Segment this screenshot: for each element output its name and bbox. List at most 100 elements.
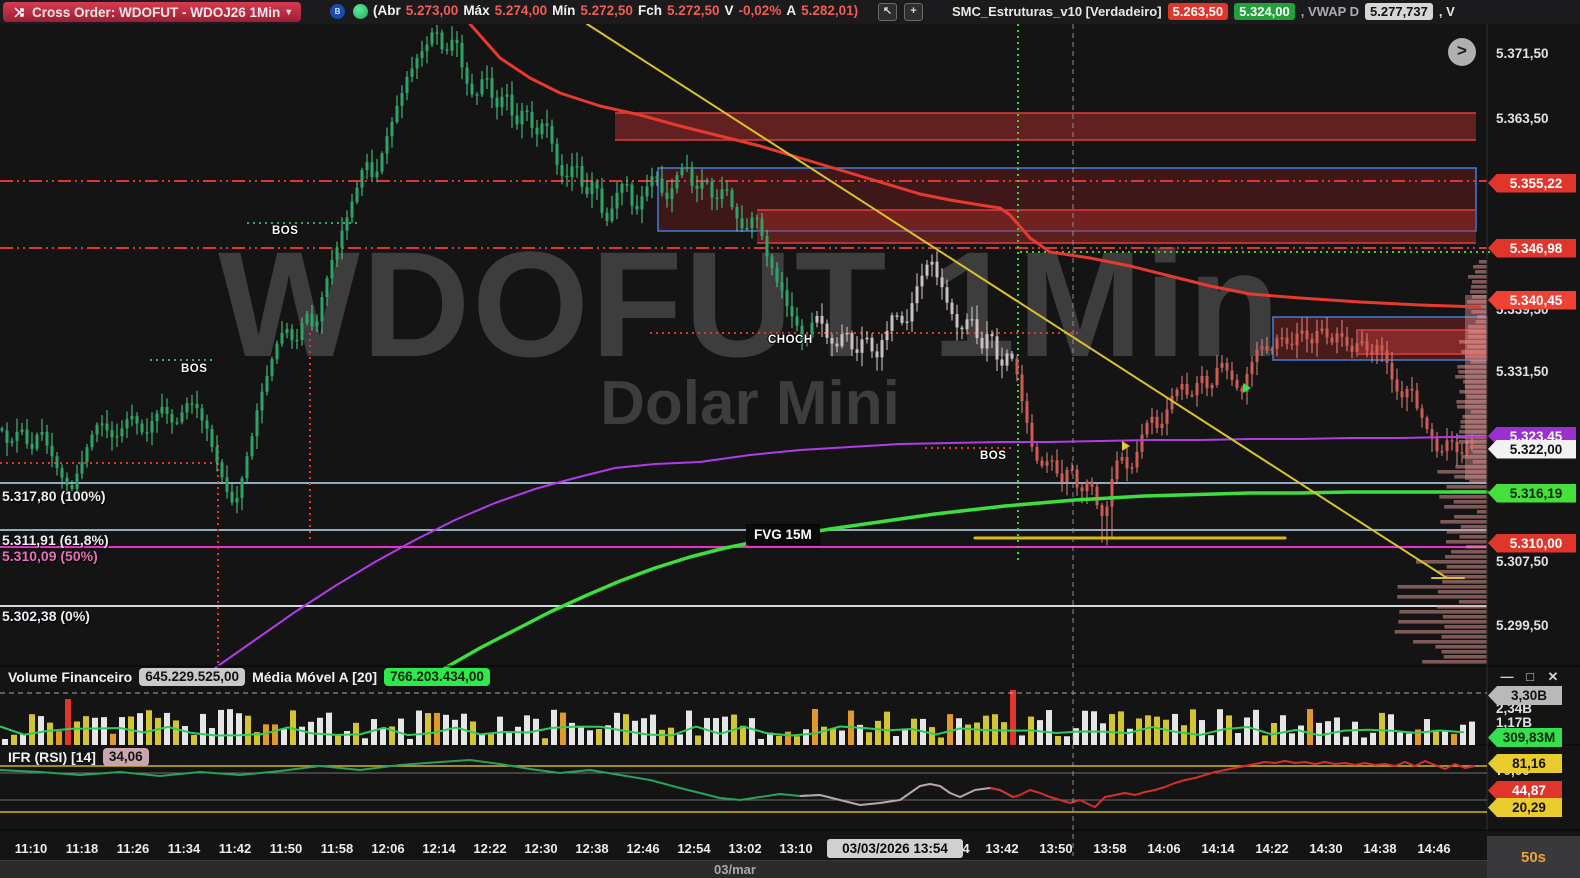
scroll-to-recent-button[interactable]: > (1448, 38, 1476, 66)
indicator-high-badge: 5.324,00 (1234, 3, 1295, 20)
fib-level-label: 5.310,09 (50%) (2, 548, 98, 564)
ohlc-key: (Abr (373, 3, 401, 18)
trailing-text: , V (1438, 4, 1455, 19)
cross-order-label: Cross Order: WDOFUT - WDOJ26 1Min (32, 4, 281, 20)
time-axis-label: 11:58 (320, 841, 354, 856)
minimize-button[interactable]: — (1500, 669, 1514, 684)
connection-status-icon (353, 4, 368, 19)
smc-zone (658, 168, 1476, 231)
time-axis[interactable]: 03/mar 03/03/2026 13:54 50s 11:10 11:18 11… (0, 830, 1580, 878)
crosshair-time-badge: 03/03/2026 13:54 (827, 839, 963, 858)
time-axis-label: 12:38 (575, 841, 609, 856)
pointer-tool-button[interactable]: ↖ (878, 3, 897, 21)
cross-order-button[interactable]: Cross Order: WDOFUT - WDOJ26 1Min ▾ (3, 2, 302, 22)
trendline-yellow (586, 23, 1448, 579)
ohlc-summary: (Abr 5.273,00 Máx 5.274,00 Mín 5.272,50 Fch 5.2… (373, 3, 858, 18)
indicator-low-badge: 5.263,50 (1167, 3, 1229, 20)
fib-level-label: 5.302,38 (0%) (2, 608, 90, 624)
volume-panel-title: Volume Financeiro (8, 669, 133, 685)
rsi-value-badge: 34,06 (102, 748, 149, 766)
exchange-icon: B (330, 4, 345, 19)
volume-ma-value-badge: 766.203.434,00 (384, 668, 490, 686)
ohlc-value: 5.272,50 (666, 3, 720, 18)
watermark-description: Dolar Mini (600, 369, 900, 438)
vwap-value-badge: 5.277,737 (1365, 3, 1433, 20)
candles-layer (0, 25, 1474, 546)
ohlc-key: V (724, 3, 734, 18)
ohlc-key: Máx (463, 3, 490, 18)
time-axis-label: 13:02 (728, 841, 762, 856)
price-axis-label: 5.363,50 (1496, 111, 1549, 126)
structure-label: BOS (980, 450, 1007, 462)
chart-marker (1243, 383, 1251, 393)
price-axis-label: 5.299,50 (1496, 618, 1549, 633)
maximize-button[interactable]: □ (1526, 669, 1534, 684)
fvg-label: FVG 15M (746, 524, 820, 545)
smc-zone (757, 210, 1476, 243)
ohlc-value: 5.272,50 (580, 3, 633, 18)
time-axis-label: 12:30 (524, 841, 558, 856)
price-badge: 5.316,19 (1488, 483, 1576, 503)
time-axis-label: 11:50 (269, 841, 303, 856)
time-axis-label: 4 (962, 841, 970, 856)
price-badge: 5.340,45 (1488, 290, 1576, 310)
time-axis-label: 14:46 (1417, 841, 1451, 856)
candle-countdown: 50s (1487, 836, 1580, 878)
time-axis-label: 11:18 (65, 841, 99, 856)
volume-ma-label: Média Móvel A [20] (252, 669, 378, 685)
date-label: 03/mar (714, 862, 756, 877)
price-badge: 5.346,98 (1488, 238, 1576, 258)
smc-zone (615, 113, 1476, 140)
time-axis-label: 12:54 (677, 841, 711, 856)
time-axis-label: 14:06 (1147, 841, 1181, 856)
time-axis-label: 14:38 (1363, 841, 1397, 856)
ohlc-value: 5.282,01) (801, 3, 859, 18)
ohlc-value: 5.273,00 (405, 3, 459, 18)
time-axis-label: 13:10 (779, 841, 813, 856)
time-axis-label: 13:58 (1093, 841, 1127, 856)
rsi-panel-title: IFR (RSI) [14] (8, 749, 96, 765)
header-bar: Cross Order: WDOFUT - WDOJ26 1Min ▾ B (A… (0, 0, 1580, 24)
rsi-line (0, 759, 821, 801)
time-axis-label: 14:30 (1309, 841, 1343, 856)
rsi-panel-header: IFR (RSI) [14] 34,06 (8, 748, 149, 766)
cross-order-icon (14, 6, 24, 18)
volume-value-badge: 645.229.525,00 (139, 668, 246, 686)
indicator-name: SMC_Estruturas_v10 [Verdadeiro] (952, 4, 1162, 19)
time-axis-label: 12:46 (626, 841, 660, 856)
date-strip (0, 860, 1487, 878)
chevron-down-icon: ▾ (286, 6, 292, 18)
rsi-line (799, 783, 1014, 806)
volume-bars-layer (2, 690, 1475, 745)
ohlc-value: -0,02% (738, 3, 782, 18)
rsi-axis-label-badge: 20,29 (1488, 798, 1562, 817)
time-axis-label: 11:10 (14, 841, 48, 856)
time-axis-label: 11:34 (167, 841, 201, 856)
rsi-axis-label-badge: 81,16 (1488, 754, 1562, 773)
add-indicator-button[interactable]: + (904, 3, 923, 21)
time-axis-label: 14:22 (1255, 841, 1289, 856)
price-axis-label: 5.307,50 (1496, 554, 1549, 569)
ma-purple (214, 436, 1488, 669)
volume-ma-line (0, 725, 1465, 737)
ohlc-key: A (786, 3, 797, 18)
time-axis-label: 12:22 (473, 841, 507, 856)
time-axis-label: 11:42 (218, 841, 252, 856)
indicator-summary: SMC_Estruturas_v10 [Verdadeiro] 5.263,50… (952, 3, 1455, 20)
structure-label: CHOCH (768, 334, 813, 346)
vwap-label: , VWAP D (1300, 4, 1360, 19)
volume-axis-label: 1,17B (1496, 715, 1533, 730)
time-axis-label: 13:50 (1039, 841, 1073, 856)
structure-label: BOS (272, 225, 299, 237)
volume-panel-header: Volume Financeiro 645.229.525,00 Média M… (8, 668, 490, 686)
price-axis-label: 5.331,50 (1496, 364, 1549, 379)
ma-green (443, 490, 1489, 670)
time-axis-label: 14:14 (1201, 841, 1235, 856)
time-axis-label: 12:14 (422, 841, 456, 856)
close-button[interactable]: ✕ (1547, 669, 1559, 684)
panel-window-controls: — □ ✕ (1500, 669, 1560, 685)
ma-red (468, 22, 1482, 309)
volume-axis-label-badge: 309,83M (1488, 728, 1562, 747)
